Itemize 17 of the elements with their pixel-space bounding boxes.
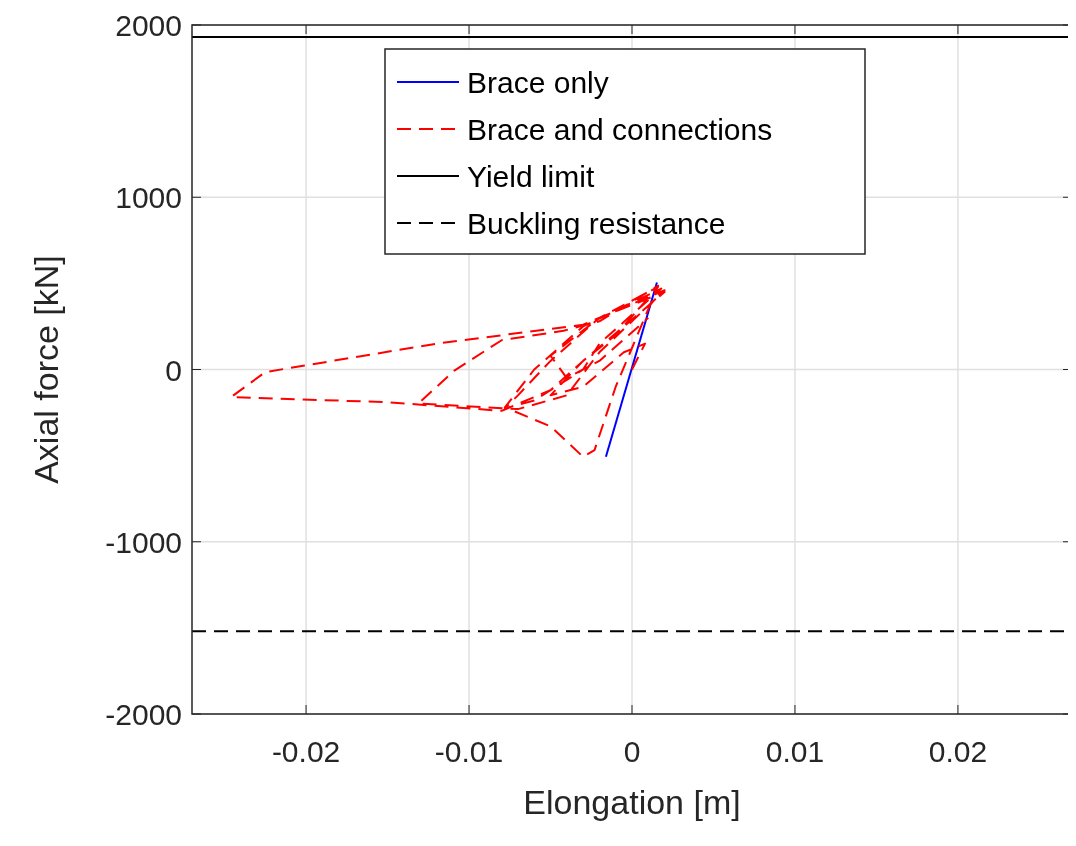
x-tick-label: 0.02 <box>928 735 988 768</box>
y-tick-label: 1000 <box>115 181 182 215</box>
y-axis-title: Axial force [kN] <box>27 255 65 484</box>
x-axis-title: Elongation [m] <box>523 783 741 821</box>
y-tick-label: 0 <box>165 353 182 387</box>
line-series <box>230 284 666 458</box>
y-tick-label: -2000 <box>105 698 182 731</box>
legend-label: Yield limit <box>467 160 595 193</box>
legend-label: Brace and connections <box>467 113 773 146</box>
y-tick-label: -1000 <box>105 525 182 559</box>
x-tick-label: 0.01 <box>765 735 825 768</box>
legend-label: Brace only <box>467 66 609 99</box>
legend-label: Buckling resistance <box>467 207 726 240</box>
y-tick-label: 2000 <box>115 9 182 42</box>
x-tick-label: 0 <box>623 735 641 768</box>
x-tick-label: -0.02 <box>271 735 341 768</box>
x-tick-label: -0.01 <box>434 735 504 768</box>
